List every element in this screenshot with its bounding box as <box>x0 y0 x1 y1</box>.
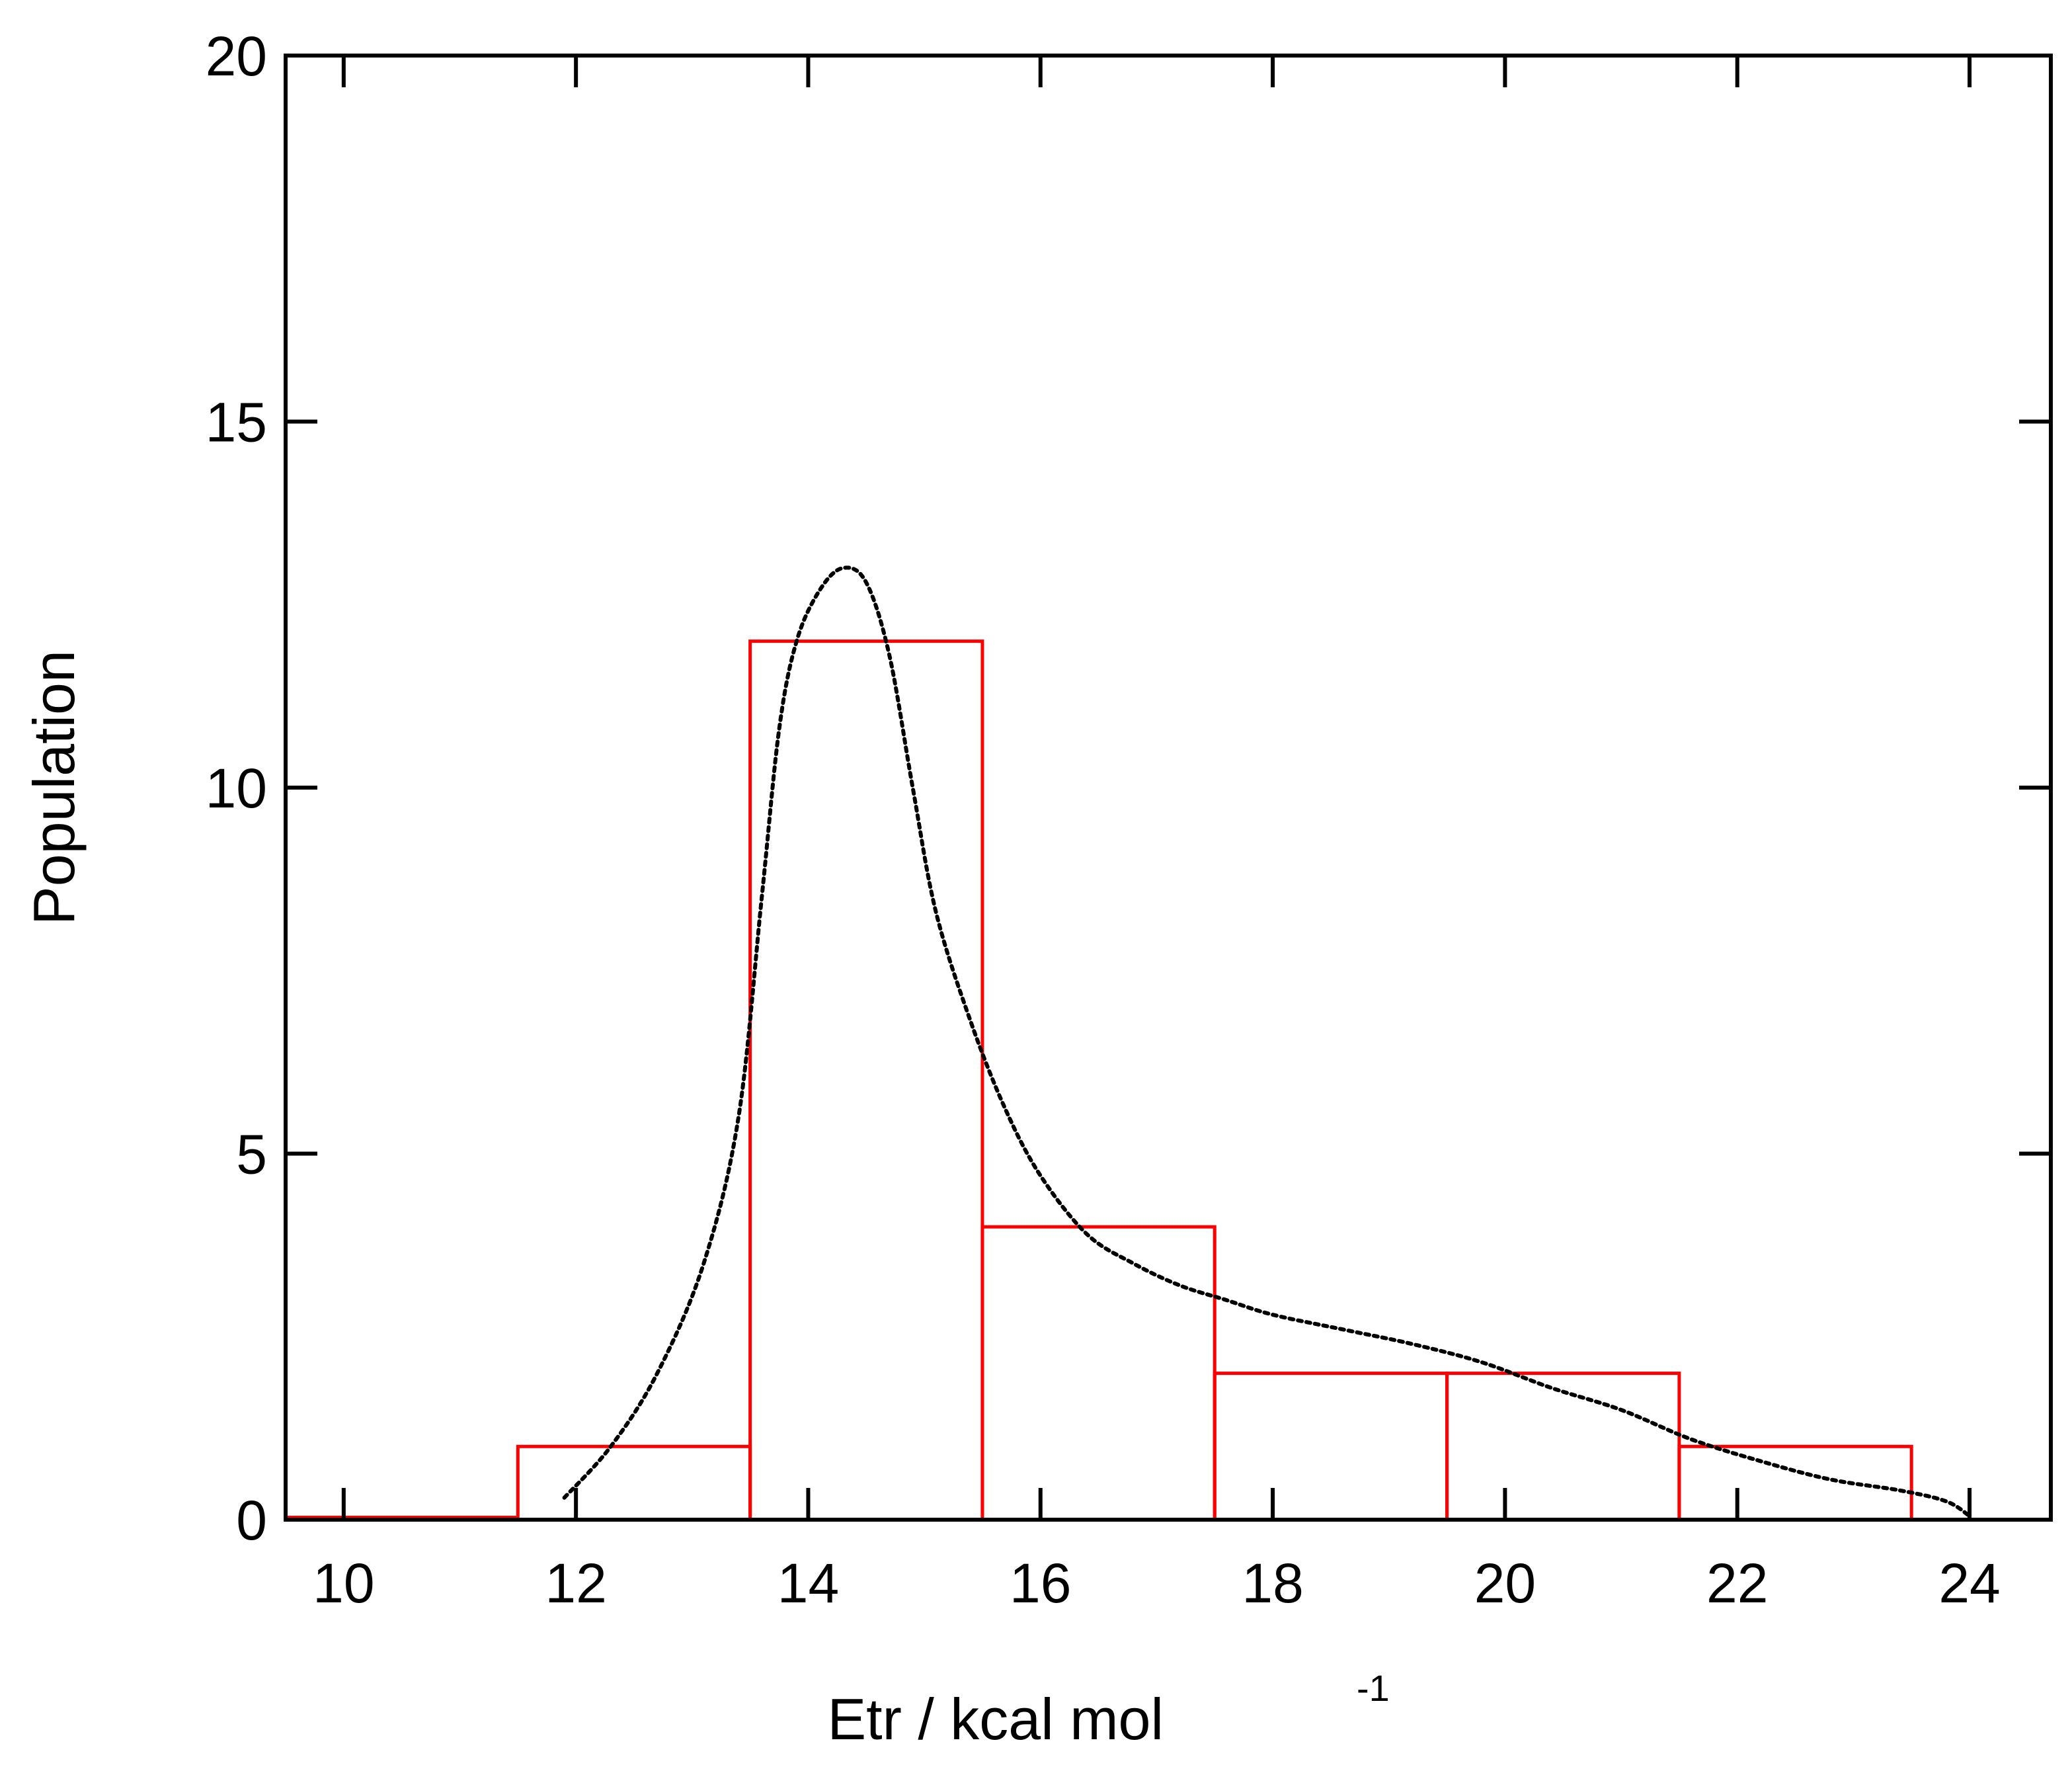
x-tick-label: 22 <box>1706 1552 1768 1614</box>
y-tick-label: 15 <box>206 391 267 454</box>
density-curve <box>562 565 1972 1518</box>
x-tick-label: 16 <box>1010 1552 1071 1614</box>
x-tick-label: 20 <box>1474 1552 1536 1614</box>
x-tick-label: 10 <box>313 1552 374 1614</box>
y-tick-label: 5 <box>236 1124 267 1186</box>
x-tick-labels: 10 12 14 16 18 20 22 24 <box>313 1552 2001 1614</box>
x-tick-label: 14 <box>777 1552 839 1614</box>
y-tick-label: 20 <box>206 25 267 87</box>
density-curve-layer <box>562 565 1972 1518</box>
y-axis-title: Population <box>21 650 87 925</box>
x-axis-title-superscript: -1 <box>1357 1667 1390 1709</box>
y-tick-labels: 0 5 10 15 20 <box>206 25 267 1551</box>
x-tick-label: 18 <box>1242 1552 1303 1614</box>
y-tick-label: 0 <box>236 1489 267 1551</box>
x-tick-label: 24 <box>1938 1552 2000 1614</box>
x-axis-title: Etr / kcal mol <box>827 1686 1164 1752</box>
axis-ticks <box>286 54 2051 1522</box>
y-tick-label: 10 <box>206 757 267 819</box>
x-tick-label: 12 <box>545 1552 606 1614</box>
plot-area <box>286 56 2051 1520</box>
